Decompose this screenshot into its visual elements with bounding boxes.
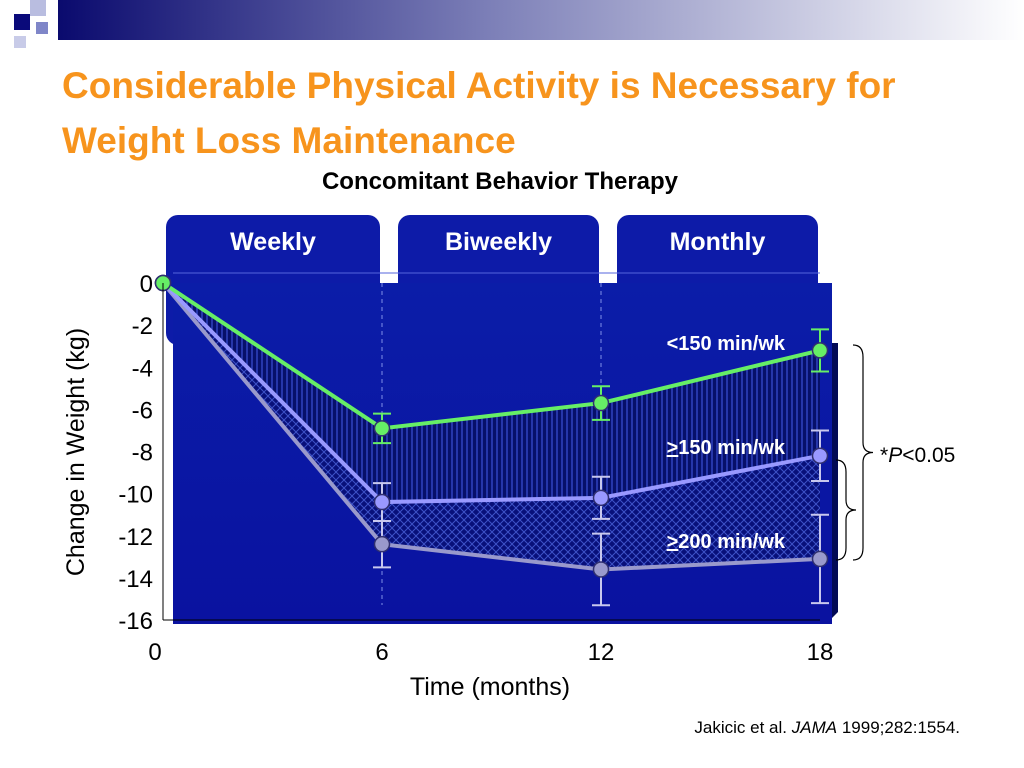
series-label-prefix: < (667, 333, 679, 355)
logo-square-light (30, 0, 46, 16)
significance-star: * (880, 444, 888, 467)
data-point (373, 493, 391, 511)
x-axis-title: Time (months) (410, 673, 570, 701)
data-point (592, 489, 610, 507)
data-point (811, 342, 829, 359)
phase-label: Monthly (670, 228, 766, 256)
data-point (373, 420, 391, 437)
title-bar (58, 0, 1024, 40)
plot-area: Weekly Biweekly Monthly<150 min/wk>150 min… (62, 215, 955, 701)
phase-label: Weekly (230, 228, 316, 256)
series-label-prefix: > (667, 531, 679, 553)
series-label: >150 min/wk (667, 437, 786, 459)
y-tick-label: -12 (118, 524, 153, 551)
citation-authors: Jakicic et al. (694, 718, 788, 737)
chart-subtitle: Concomitant Behavior Therapy (321, 168, 679, 195)
logo-square-mid (36, 22, 48, 34)
series-label: >200 min/wk (667, 531, 786, 553)
series-line (161, 281, 821, 431)
series-line (161, 281, 821, 505)
series-label-text: 200 min/wk (678, 531, 786, 553)
x-tick-label: 12 (588, 639, 615, 666)
logo-square-pale (14, 36, 26, 48)
logo-square-navy (14, 14, 30, 30)
significance-value: <0.05 (902, 444, 955, 467)
y-tick-label: -4 (132, 355, 153, 382)
significance-p: P (888, 444, 902, 467)
citation-journal: JAMA (791, 718, 838, 737)
y-tick-label: -14 (118, 566, 153, 593)
band-crosshatch (163, 283, 820, 570)
y-axis-title: Change in Weight (kg) (62, 328, 90, 576)
series-label-prefix: > (667, 437, 679, 459)
x-tick-label: 6 (375, 639, 388, 666)
series-label-text: 150 min/wk (678, 437, 786, 459)
series-label-text: 150 min/wk (678, 333, 786, 355)
x-tick-label: 18 (807, 639, 834, 666)
data-point (811, 550, 829, 568)
data-point (592, 561, 610, 578)
y-tick-label: -6 (132, 397, 153, 424)
series-label: <150 min/wk (667, 333, 786, 355)
data-point (811, 447, 829, 464)
data-point (592, 394, 610, 412)
y-tick-label: -16 (118, 608, 153, 635)
brace-inner (835, 459, 857, 561)
y-tick-label: 0 (140, 271, 153, 298)
slide-logo (14, 0, 48, 48)
x-tick-label: 0 (148, 639, 161, 666)
y-tick-label: -2 (132, 313, 153, 340)
brace-outer (852, 344, 874, 561)
y-tick-label: -8 (132, 440, 153, 467)
significance-label: *P<0.05 (880, 444, 955, 467)
series-line (161, 281, 821, 572)
slide-title: Considerable Physical Activity is Necess… (62, 65, 896, 161)
citation-details: 1999;282:1554. (841, 718, 960, 737)
phase-label: Biweekly (445, 228, 552, 256)
y-tick-label: -10 (118, 482, 153, 509)
weight-change-chart: Weekly Biweekly Monthly<150 min/wk>150 min… (62, 215, 955, 701)
data-point (373, 535, 391, 553)
citation: Jakicic et al. JAMA 1999;282:1554. (560, 718, 960, 738)
